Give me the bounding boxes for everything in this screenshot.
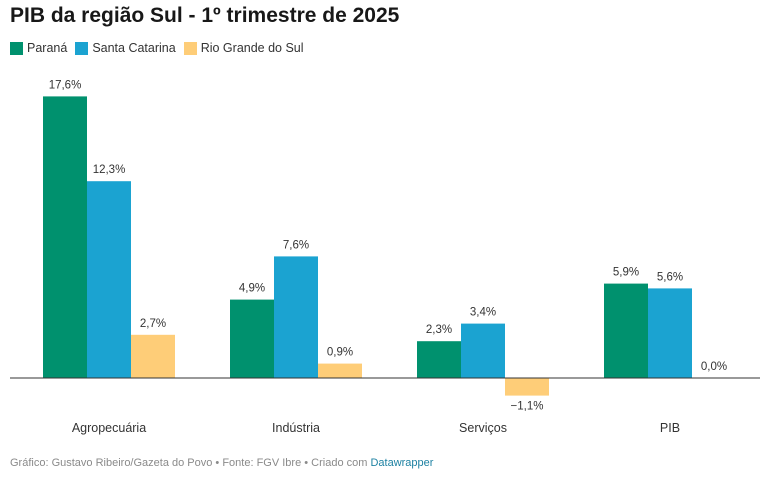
bar-parana-agropecuaria	[43, 96, 87, 379]
legend-swatch-rio-grande-do-sul	[183, 41, 197, 55]
data-label-parana-agropecuaria: 17,6%	[49, 79, 82, 91]
bar-parana-servicos	[417, 341, 461, 378]
legend-item-parana: Paraná	[10, 41, 67, 55]
data-label-parana-pib: 5,9%	[613, 267, 639, 279]
category-label-pib: PIB	[660, 421, 680, 435]
bar-rio-grande-do-sul-industria	[318, 363, 362, 378]
data-label-rio-grande-do-sul-servicos: −1,1%	[511, 401, 544, 413]
datawrapper-link[interactable]: Datawrapper	[370, 457, 434, 469]
data-label-santa-catarina-agropecuaria: 12,3%	[93, 164, 126, 176]
bar-santa-catarina-agropecuaria	[87, 181, 131, 378]
bar-santa-catarina-industria	[274, 256, 318, 378]
data-label-rio-grande-do-sul-industria: 0,9%	[327, 347, 353, 359]
data-label-rio-grande-do-sul-pib: 0,0%	[701, 361, 727, 373]
bar-santa-catarina-pib	[648, 288, 692, 378]
bar-rio-grande-do-sul-agropecuaria	[131, 334, 175, 378]
legend-label-parana: Paraná	[27, 41, 68, 55]
data-label-santa-catarina-pib: 5,6%	[657, 271, 683, 283]
bar-santa-catarina-servicos	[461, 323, 505, 378]
data-label-parana-servicos: 2,3%	[426, 324, 452, 336]
legend-swatch-santa-catarina	[75, 41, 89, 55]
legend-label-rio-grande-do-sul: Rio Grande do Sul	[200, 41, 304, 55]
bar-parana-industria	[230, 299, 274, 378]
data-label-santa-catarina-servicos: 3,4%	[470, 307, 496, 319]
data-label-rio-grande-do-sul-agropecuaria: 2,7%	[140, 318, 166, 330]
legend-label-santa-catarina: Santa Catarina	[92, 41, 176, 55]
category-label-servicos: Serviços	[459, 421, 507, 435]
legend-swatch-parana	[10, 41, 23, 55]
legend-item-rio-grande-do-sul: Rio Grande do Sul	[183, 41, 304, 55]
bar-parana-pib	[604, 283, 648, 378]
legend: Paraná Santa Catarina Rio Grande do Sul	[10, 40, 312, 56]
category-label-industria: Indústria	[272, 421, 320, 435]
bar-chart: 17,6% 12,3% 2,7% Agropecuária 4,9% 7,6% 0,9% In…	[10, 79, 760, 435]
footer-text: Gráfico: Gustavo Ribeiro/Gazeta do Povo …	[10, 457, 371, 469]
chart-title: PIB da região Sul - 1º trimestre de 2025	[10, 4, 400, 27]
category-label-agropecuaria: Agropecuária	[72, 421, 146, 435]
footer-credits: Gráfico: Gustavo Ribeiro/Gazeta do Povo …	[10, 457, 433, 469]
bar-rio-grande-do-sul-servicos	[505, 378, 549, 396]
data-label-santa-catarina-industria: 7,6%	[283, 239, 309, 251]
legend-item-santa-catarina: Santa Catarina	[75, 41, 176, 55]
data-label-parana-industria: 4,9%	[239, 283, 265, 295]
